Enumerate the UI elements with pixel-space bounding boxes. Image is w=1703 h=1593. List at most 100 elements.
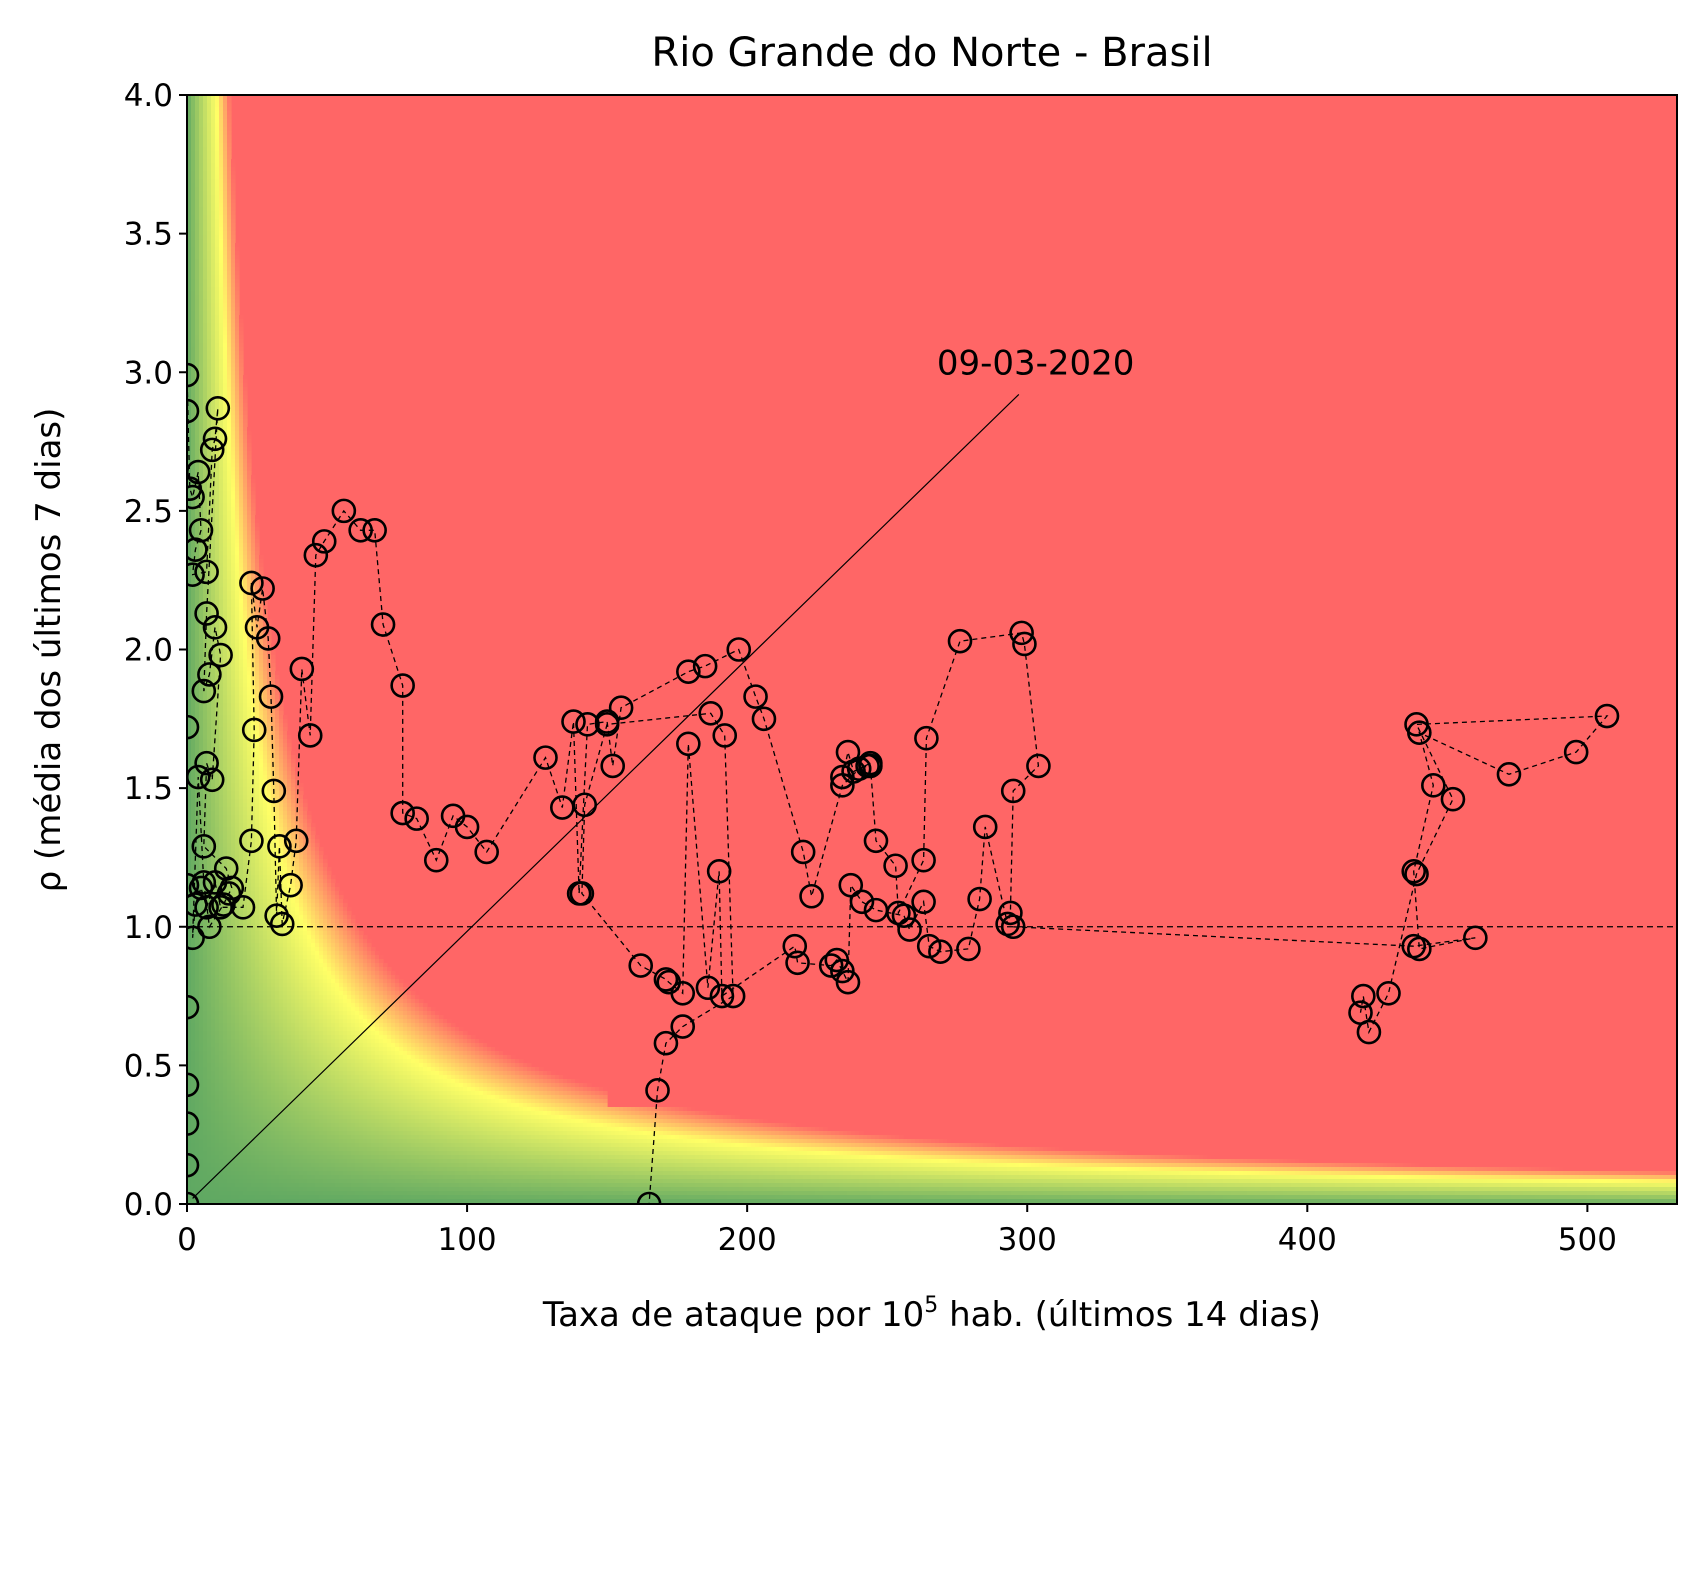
heatmap-cell <box>359 983 364 988</box>
heatmap-cell <box>275 675 280 680</box>
heatmap-cell <box>251 987 256 992</box>
heatmap-cell <box>191 167 196 172</box>
heatmap-cell <box>223 127 228 132</box>
heatmap-cell <box>239 463 244 468</box>
heatmap-cell <box>239 831 244 836</box>
heatmap-cell <box>243 763 248 768</box>
heatmap-cell <box>187 659 192 664</box>
heatmap-cell <box>295 991 300 996</box>
heatmap-cell <box>199 643 204 648</box>
heatmap-cell <box>299 831 304 836</box>
heatmap-cell <box>231 971 236 976</box>
heatmap-cell <box>223 487 228 492</box>
heatmap-cell <box>199 419 204 424</box>
heatmap-cell <box>211 971 216 976</box>
heatmap-cell <box>187 227 192 232</box>
heatmap-cell <box>275 699 280 704</box>
heatmap-cell <box>227 271 232 276</box>
heatmap-cell <box>307 819 312 824</box>
heatmap-cell <box>227 531 232 536</box>
heatmap-cell <box>251 603 256 608</box>
heatmap-cell <box>227 247 232 252</box>
heatmap-cell <box>215 351 220 356</box>
heatmap-cell <box>231 259 236 264</box>
heatmap-cell <box>215 283 220 288</box>
heatmap-cell <box>187 175 192 180</box>
heatmap-cell <box>247 495 252 500</box>
heatmap-cell <box>255 951 260 956</box>
heatmap-cell <box>279 991 284 996</box>
heatmap-cell <box>299 987 304 992</box>
heatmap-cell <box>191 207 196 212</box>
heatmap-cell <box>235 379 240 384</box>
heatmap-cell <box>303 879 308 884</box>
heatmap-cell <box>211 115 216 120</box>
heatmap-cell <box>227 327 232 332</box>
heatmap-cell <box>191 739 196 744</box>
heatmap-cell <box>199 227 204 232</box>
heatmap-cell <box>207 231 212 236</box>
heatmap-cell <box>223 255 228 260</box>
heatmap-cell <box>271 655 276 660</box>
heatmap-cell <box>219 563 224 568</box>
heatmap-cell <box>227 835 232 840</box>
heatmap-cell <box>343 991 348 996</box>
heatmap-cell <box>263 963 268 968</box>
heatmap-cell <box>275 771 280 776</box>
heatmap-cell <box>259 955 264 960</box>
heatmap-cell <box>211 135 216 140</box>
heatmap-cell <box>199 859 204 864</box>
heatmap-cell <box>239 935 244 940</box>
heatmap-cell <box>299 991 304 996</box>
heatmap-cell <box>199 823 204 828</box>
heatmap-cell <box>191 619 196 624</box>
heatmap-cell <box>203 959 208 964</box>
heatmap-cell <box>223 527 228 532</box>
heatmap-cell <box>235 643 240 648</box>
heatmap-cell <box>191 679 196 684</box>
heatmap-cell <box>259 879 264 884</box>
heatmap-cell <box>227 779 232 784</box>
heatmap-cell <box>287 743 292 748</box>
heatmap-cell <box>227 595 232 600</box>
heatmap-cell <box>223 315 228 320</box>
heatmap-cell <box>195 275 200 280</box>
heatmap-cell <box>207 255 212 260</box>
heatmap-cell <box>223 135 228 140</box>
heatmap-cell <box>211 123 216 128</box>
heatmap-cell <box>335 887 340 892</box>
heatmap-cell <box>275 919 280 924</box>
heatmap-cell <box>259 943 264 948</box>
heatmap-cell <box>207 747 212 752</box>
heatmap-cell <box>223 835 228 840</box>
heatmap-cell <box>215 271 220 276</box>
heatmap-cell <box>215 319 220 324</box>
heatmap-cell <box>339 947 344 952</box>
heatmap-cell <box>259 795 264 800</box>
heatmap-cell <box>271 715 276 720</box>
heatmap-cell <box>279 859 284 864</box>
heatmap-cell <box>267 883 272 888</box>
heatmap-cell <box>187 687 192 692</box>
heatmap-cell <box>327 891 332 896</box>
heatmap-cell <box>187 427 192 432</box>
heatmap-cell <box>195 511 200 516</box>
heatmap-cell <box>203 863 208 868</box>
heatmap-cell <box>295 979 300 984</box>
heatmap-cell <box>319 859 324 864</box>
heatmap-cell <box>219 247 224 252</box>
heatmap-cell <box>311 987 316 992</box>
heatmap-cell <box>359 979 364 984</box>
heatmap-cell <box>231 543 236 548</box>
heatmap-cell <box>311 943 316 948</box>
heatmap-cell <box>219 159 224 164</box>
heatmap-cell <box>199 627 204 632</box>
heatmap-cell <box>215 103 220 108</box>
heatmap-cell <box>187 595 192 600</box>
heatmap-cell <box>219 851 224 856</box>
heatmap-cell <box>195 131 200 136</box>
heatmap-cell <box>191 859 196 864</box>
heatmap-cell <box>243 951 248 956</box>
heatmap-cell <box>251 667 256 672</box>
heatmap-cell <box>267 803 272 808</box>
